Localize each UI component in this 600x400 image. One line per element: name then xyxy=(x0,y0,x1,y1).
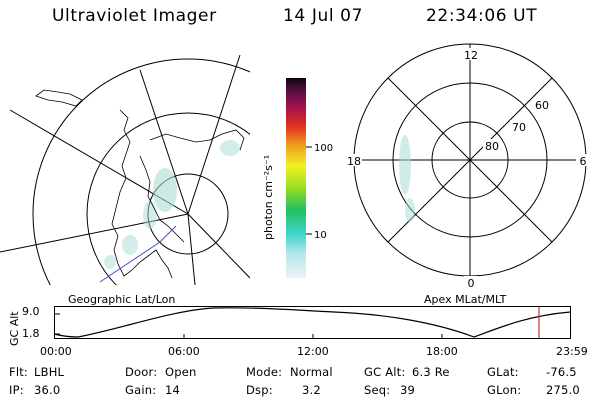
coastline xyxy=(35,89,245,279)
time-tick: 06:00 xyxy=(168,345,200,358)
mlt-label-0: 0 xyxy=(468,277,475,290)
app-title: Ultraviolet Imager xyxy=(52,6,217,26)
footer-value-seq: 39 xyxy=(400,383,416,397)
colorbar-unit-label: photon cm⁻²s⁻¹ xyxy=(262,154,275,240)
footer-label-glat: GLat: xyxy=(487,365,519,379)
meridian-line xyxy=(187,213,250,279)
satellite-track xyxy=(99,225,177,283)
colorbar: 100 10 xyxy=(286,78,333,278)
geographic-map xyxy=(0,55,250,285)
footer-label-gain: Gain: xyxy=(125,383,157,397)
footer-label-gcalt: GC Alt: xyxy=(364,365,406,379)
colorbar-gradient xyxy=(286,78,306,278)
apex-label: Apex MLat/MLT xyxy=(424,293,507,306)
polar-plot: 12 18 6 0 60 70 80 xyxy=(344,43,590,290)
mlt-label-12: 12 xyxy=(464,49,478,62)
footer-label-flt: Flt: xyxy=(9,365,28,379)
meridian-line xyxy=(187,213,196,285)
footer-label-mode: Mode: xyxy=(246,365,283,379)
footer-value-glon: 275.0 xyxy=(546,383,580,397)
time-tick: 00:00 xyxy=(40,345,72,358)
altitude-curve xyxy=(53,307,571,338)
time-tick: 23:59 xyxy=(556,345,588,358)
colorbar-tick: 10 xyxy=(314,230,327,241)
altitude-plot xyxy=(53,306,571,339)
polar-diagonal xyxy=(387,77,553,243)
mlat-label-70: 70 xyxy=(512,121,526,134)
altitude-ytick: 1.8 xyxy=(22,327,40,340)
date-label: 14 Jul 07 xyxy=(283,6,363,26)
time-label: 22:34:06 UT xyxy=(426,6,538,26)
mlat-label-80: 80 xyxy=(485,140,499,153)
footer-value-dsp: 3.2 xyxy=(302,383,321,397)
geographic-label: Geographic Lat/Lon xyxy=(68,293,176,306)
mlt-label-18: 18 xyxy=(347,155,361,168)
mlat-label-60: 60 xyxy=(535,99,549,112)
time-tick: 18:00 xyxy=(426,345,458,358)
footer-value-mode: Normal xyxy=(290,365,333,379)
lat-circle-outer xyxy=(32,58,250,285)
footer-label-dsp: Dsp: xyxy=(246,383,273,397)
mlt-label-6: 6 xyxy=(580,155,587,168)
altitude-ytick: 9.0 xyxy=(22,305,40,318)
footer-value-door: Open xyxy=(165,365,197,379)
meridian-line xyxy=(0,213,189,253)
footer-value-glat: -76.5 xyxy=(546,365,577,379)
colorbar-tick: 100 xyxy=(314,143,333,154)
meridian-line xyxy=(187,55,241,215)
aurora-emission xyxy=(399,135,415,222)
lat-circle-mid xyxy=(86,112,250,285)
footer-value-gcalt: 6.3 Re xyxy=(412,365,450,379)
aurora-emission xyxy=(104,140,240,269)
footer-value-ip: 36.0 xyxy=(34,383,61,397)
footer-value-gain: 14 xyxy=(165,383,181,397)
footer-label-glon: GLon: xyxy=(487,383,522,397)
footer-label-door: Door: xyxy=(125,365,158,379)
time-tick: 12:00 xyxy=(297,345,329,358)
footer-label-ip: IP: xyxy=(9,383,24,397)
footer-label-seq: Seq: xyxy=(364,383,391,397)
footer-value-flt: LBHL xyxy=(34,365,65,379)
altitude-ylabel: GC Alt xyxy=(8,311,21,346)
meridian-line xyxy=(139,69,189,215)
